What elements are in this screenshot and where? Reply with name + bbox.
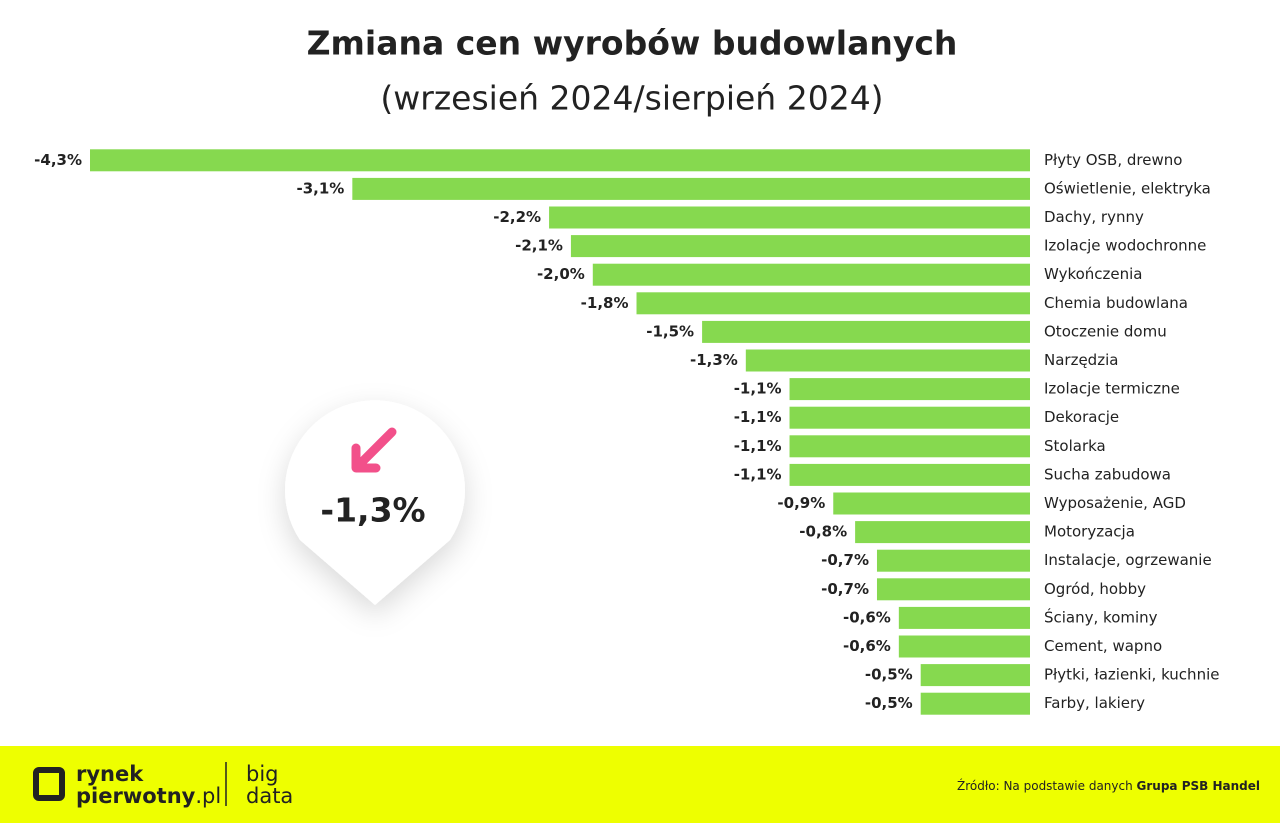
value-label: -0,5%	[865, 666, 913, 684]
value-label: -0,7%	[821, 551, 869, 569]
category-label: Oświetlenie, elektryka	[1044, 179, 1211, 197]
value-label: -1,1%	[734, 437, 782, 455]
product-line2: data	[246, 784, 293, 808]
product-line1: big	[246, 762, 279, 786]
brand-icon	[33, 767, 65, 801]
category-label: Ogród, hobby	[1044, 580, 1146, 598]
bar	[592, 263, 1030, 286]
bar	[789, 406, 1030, 429]
value-label: -2,2%	[493, 208, 541, 226]
callout: -1,3%	[285, 400, 466, 605]
category-label: Chemia budowlana	[1044, 294, 1188, 312]
source-prefix: Źródło: Na podstawie danych	[957, 778, 1137, 793]
category-label: Farby, lakiery	[1044, 694, 1145, 712]
category-label: Cement, wapno	[1044, 637, 1162, 655]
category-label: Wyposażenie, AGD	[1044, 494, 1186, 512]
source: Źródło: Na podstawie danych Grupa PSB Ha…	[957, 778, 1260, 793]
value-label: -2,1%	[515, 237, 563, 255]
bar	[636, 292, 1030, 315]
bar	[898, 606, 1030, 629]
value-label: -1,1%	[734, 380, 782, 398]
bar	[789, 435, 1030, 458]
bar	[876, 578, 1030, 601]
category-label: Motoryzacja	[1044, 523, 1135, 541]
value-label: -1,5%	[646, 322, 694, 340]
bar	[789, 378, 1030, 401]
category-label: Sucha zabudowa	[1044, 465, 1171, 483]
category-label: Narzędzia	[1044, 351, 1118, 369]
value-label: -0,5%	[865, 694, 913, 712]
category-label: Stolarka	[1044, 437, 1106, 455]
value-label: -0,7%	[821, 580, 869, 598]
bar	[876, 549, 1030, 572]
bar	[352, 177, 1031, 200]
bar	[898, 635, 1030, 658]
down-arrow	[351, 427, 397, 473]
value-label: -4,3%	[34, 151, 82, 169]
value-label: -0,8%	[799, 523, 847, 541]
value-label: -1,3%	[690, 351, 738, 369]
bar	[90, 149, 1030, 172]
category-label: Ściany, kominy	[1044, 607, 1158, 626]
value-label: -0,6%	[843, 637, 891, 655]
category-label: Izolacje termiczne	[1044, 380, 1180, 398]
category-label: Dachy, rynny	[1044, 208, 1144, 226]
brand-name: pierwotny	[76, 784, 196, 808]
brand-line1: rynek	[76, 762, 144, 786]
value-label: -1,8%	[581, 294, 629, 312]
footer-band	[0, 746, 1280, 823]
bar	[745, 349, 1030, 372]
value-label: -0,6%	[843, 608, 891, 626]
category-label: Dekoracje	[1044, 408, 1119, 426]
category-label: Płytki, łazienki, kuchnie	[1044, 666, 1219, 684]
bar	[833, 492, 1030, 515]
source-name: Grupa PSB Handel	[1137, 779, 1260, 793]
chart-title: Zmiana cen wyrobów budowlanych	[307, 24, 958, 63]
bar	[789, 463, 1030, 486]
callout-value: -1,3%	[320, 491, 425, 530]
bar	[570, 235, 1030, 258]
bar	[920, 692, 1030, 715]
category-label: Izolacje wodochronne	[1044, 237, 1206, 255]
value-label: -3,1%	[296, 179, 344, 197]
callout-badge	[285, 400, 466, 605]
bar	[920, 664, 1030, 687]
value-label: -0,9%	[777, 494, 825, 512]
value-label: -1,1%	[734, 408, 782, 426]
value-label: -1,1%	[734, 465, 782, 483]
bar	[855, 521, 1030, 544]
chart-subtitle: (wrzesień 2024/sierpień 2024)	[380, 79, 883, 118]
bar	[702, 320, 1030, 343]
category-label: Instalacje, ogrzewanie	[1044, 551, 1212, 569]
category-label: Płyty OSB, drewno	[1044, 151, 1182, 169]
category-label: Otoczenie domu	[1044, 322, 1167, 340]
bar	[549, 206, 1030, 229]
category-label: Wykończenia	[1044, 265, 1143, 283]
value-label: -2,0%	[537, 265, 585, 283]
brand-line2: pierwotny.pl	[76, 784, 221, 808]
brand-suffix: .pl	[195, 784, 221, 808]
